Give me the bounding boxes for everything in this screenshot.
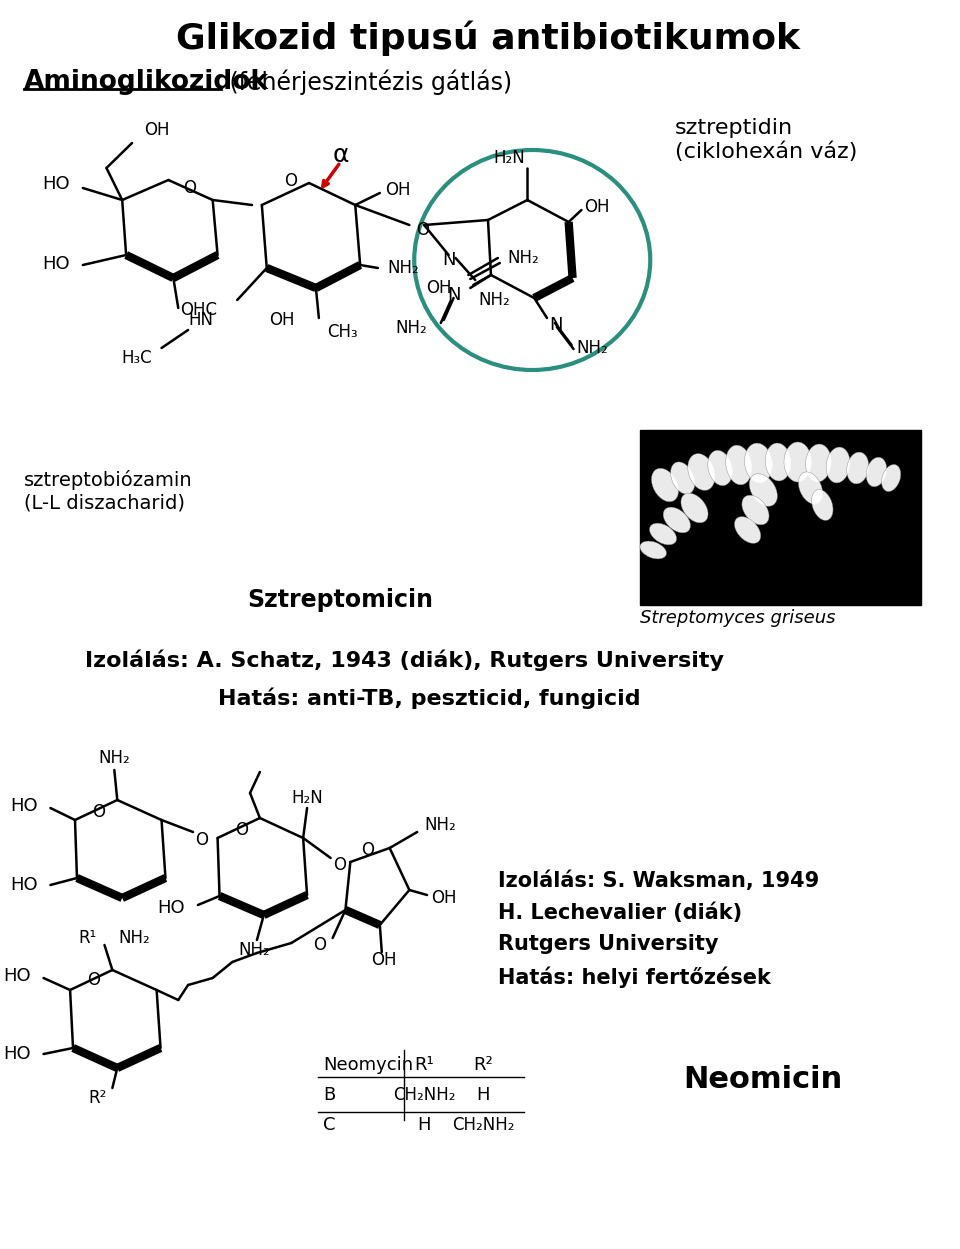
Text: N: N [549, 316, 563, 333]
Text: H₂N: H₂N [493, 149, 525, 167]
Text: NH₂: NH₂ [388, 259, 420, 277]
Text: C: C [323, 1117, 335, 1134]
Text: Izolálás: A. Schatz, 1943 (diák), Rutgers University: Izolálás: A. Schatz, 1943 (diák), Rutger… [84, 649, 724, 671]
Text: Neomicin: Neomicin [684, 1065, 843, 1094]
Text: B: B [323, 1085, 335, 1104]
Ellipse shape [742, 495, 769, 525]
Text: OH: OH [585, 199, 610, 216]
Text: HO: HO [42, 255, 70, 274]
Text: R¹: R¹ [414, 1055, 434, 1074]
Text: N: N [442, 251, 455, 269]
Ellipse shape [652, 468, 679, 502]
Text: OH: OH [431, 889, 456, 907]
Ellipse shape [866, 457, 887, 487]
Text: HO: HO [3, 967, 31, 985]
Text: R²: R² [88, 1089, 107, 1107]
Ellipse shape [708, 451, 732, 486]
Text: H₂N: H₂N [291, 789, 323, 807]
Ellipse shape [805, 445, 831, 482]
Ellipse shape [640, 541, 666, 558]
Text: H₃C: H₃C [121, 348, 152, 367]
Text: HO: HO [3, 1045, 31, 1063]
Text: OH: OH [269, 311, 295, 328]
Ellipse shape [847, 452, 869, 483]
Text: Izolálás: S. Waksman, 1949
H. Lechevalier (diák)
Rutgers University
Hatás: helyi: Izolálás: S. Waksman, 1949 H. Lechevalie… [498, 871, 819, 988]
Bar [640, 430, 921, 605]
Text: Streptomyces griseus: Streptomyces griseus [640, 610, 836, 627]
Text: Hatás: anti-TB, peszticid, fungicid: Hatás: anti-TB, peszticid, fungicid [218, 687, 640, 708]
Text: HO: HO [157, 899, 185, 917]
Text: NH₂: NH₂ [424, 816, 456, 834]
Text: R¹: R¹ [79, 929, 97, 947]
Text: NH₂: NH₂ [118, 929, 150, 947]
Text: OH: OH [385, 181, 410, 199]
Text: OH: OH [371, 950, 396, 969]
Text: NH₂: NH₂ [577, 338, 609, 357]
Text: H: H [476, 1085, 490, 1104]
Text: O: O [362, 841, 374, 859]
Text: O: O [313, 936, 325, 954]
Text: O: O [87, 970, 100, 989]
Text: OHC: OHC [180, 301, 218, 318]
Text: O: O [284, 172, 297, 190]
Text: O: O [92, 803, 105, 821]
Text: O: O [183, 179, 197, 197]
Text: O: O [195, 831, 208, 849]
Ellipse shape [827, 447, 850, 483]
Text: OH: OH [426, 279, 451, 297]
Text: (fehérjeszintézis gátlás): (fehérjeszintézis gátlás) [223, 69, 513, 95]
Ellipse shape [765, 443, 791, 481]
Text: Neomycin: Neomycin [323, 1055, 413, 1074]
Ellipse shape [734, 517, 760, 543]
Ellipse shape [745, 443, 773, 483]
Text: NH₂: NH₂ [238, 940, 270, 959]
Text: CH₂NH₂: CH₂NH₂ [393, 1085, 455, 1104]
Text: Glikozid tipusú antibiotikumok: Glikozid tipusú antibiotikumok [176, 20, 800, 56]
Text: HN: HN [188, 311, 213, 328]
Text: O: O [417, 221, 429, 239]
Text: O: O [234, 821, 248, 839]
Text: sztreptidin
(ciklohexán váz): sztreptidin (ciklohexán váz) [675, 117, 857, 162]
Ellipse shape [811, 490, 833, 521]
Text: HO: HO [42, 175, 70, 194]
Text: NH₂: NH₂ [478, 291, 510, 309]
Text: NH₂: NH₂ [508, 249, 540, 267]
Text: Sztreptomicin: Sztreptomicin [248, 588, 434, 612]
Text: HO: HO [10, 876, 37, 894]
Text: sztreptobiózamin
(L-L diszacharid): sztreptobiózamin (L-L diszacharid) [24, 470, 193, 512]
Ellipse shape [650, 523, 677, 545]
Ellipse shape [881, 465, 900, 492]
Text: Aminoglikozidok: Aminoglikozidok [24, 69, 269, 95]
Text: O: O [332, 856, 346, 874]
Ellipse shape [784, 442, 811, 482]
Ellipse shape [671, 462, 695, 495]
Ellipse shape [681, 493, 708, 523]
Ellipse shape [799, 472, 823, 505]
Text: CH₂NH₂: CH₂NH₂ [452, 1117, 515, 1134]
Ellipse shape [687, 453, 715, 491]
Text: R²: R² [473, 1055, 492, 1074]
Ellipse shape [750, 473, 778, 506]
Text: OH: OH [144, 121, 169, 139]
Ellipse shape [663, 507, 690, 533]
Ellipse shape [726, 445, 752, 485]
Text: CH₃: CH₃ [326, 323, 357, 341]
Text: NH₂: NH₂ [396, 318, 427, 337]
Text: N: N [447, 286, 461, 304]
Text: HO: HO [10, 797, 37, 816]
Text: NH₂: NH₂ [99, 749, 131, 767]
Text: H: H [418, 1117, 431, 1134]
Text: α: α [332, 142, 348, 167]
